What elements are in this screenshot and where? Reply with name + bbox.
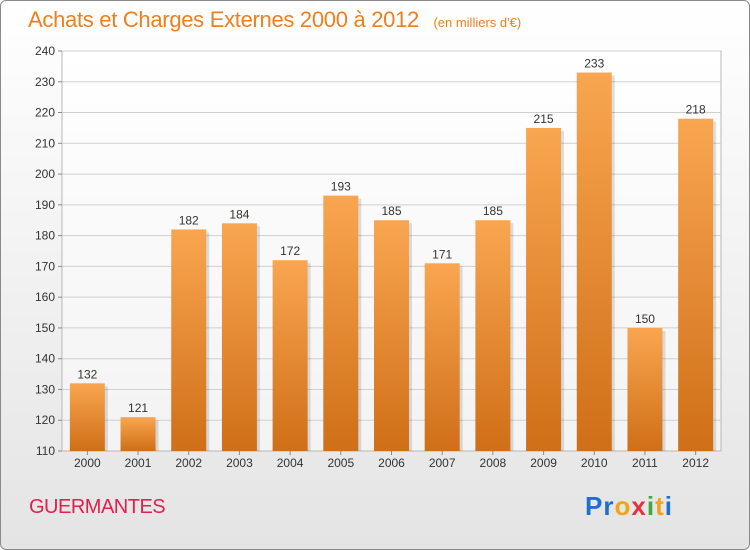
chart-unit: (en milliers d'€) bbox=[433, 15, 522, 30]
y-tick-label: 160 bbox=[35, 290, 55, 304]
y-tick-label: 170 bbox=[35, 259, 55, 273]
x-tick-label: 2003 bbox=[226, 456, 253, 470]
x-tick-label: 2010 bbox=[581, 456, 608, 470]
x-tick-label: 2001 bbox=[125, 456, 152, 470]
y-tick-label: 140 bbox=[35, 352, 55, 366]
bar-value-label: 184 bbox=[229, 207, 249, 221]
x-tick-label: 2004 bbox=[277, 456, 304, 470]
bar bbox=[627, 327, 663, 451]
logo-letter: i bbox=[664, 491, 673, 521]
y-tick-label: 120 bbox=[35, 413, 55, 427]
bar-value-label: 233 bbox=[584, 57, 604, 71]
x-tick-label: 2011 bbox=[632, 456, 658, 470]
y-tick-label: 210 bbox=[35, 136, 55, 150]
bar bbox=[272, 260, 308, 451]
y-tick-label: 240 bbox=[35, 44, 55, 58]
chart-title: Achats et Charges Externes 2000 à 2012 bbox=[28, 7, 419, 32]
y-tick-label: 220 bbox=[35, 106, 55, 120]
bar bbox=[69, 383, 105, 451]
logo-letter: t bbox=[655, 491, 665, 521]
x-tick-label: 2009 bbox=[530, 456, 557, 470]
logo-letter: o bbox=[614, 491, 632, 521]
x-tick-label: 2002 bbox=[175, 456, 202, 470]
proxiti-logo: Proxiti bbox=[585, 491, 673, 522]
bar-value-label: 132 bbox=[77, 367, 97, 381]
commune-name: GUERMANTES bbox=[29, 496, 166, 518]
bar-value-label: 172 bbox=[280, 244, 300, 258]
x-tick-label: 2006 bbox=[378, 456, 405, 470]
y-tick-label: 110 bbox=[36, 444, 55, 458]
y-tick-label: 190 bbox=[35, 198, 55, 212]
bar-value-label: 182 bbox=[179, 213, 199, 227]
bar bbox=[323, 195, 359, 451]
bar bbox=[475, 220, 511, 451]
x-tick-label: 2000 bbox=[74, 456, 101, 470]
bar bbox=[526, 127, 562, 451]
bar-value-label: 171 bbox=[432, 247, 452, 261]
bar-value-label: 150 bbox=[635, 312, 655, 326]
x-tick-label: 2008 bbox=[480, 456, 507, 470]
y-tick-label: 200 bbox=[35, 167, 55, 181]
logo-letter: r bbox=[603, 491, 615, 521]
bar bbox=[221, 223, 257, 451]
bar-value-label: 185 bbox=[483, 204, 503, 218]
bar-value-label: 215 bbox=[534, 112, 554, 126]
x-tick-label: 2005 bbox=[327, 456, 354, 470]
y-tick-label: 150 bbox=[35, 321, 55, 335]
bar bbox=[678, 118, 714, 451]
bar-value-label: 121 bbox=[128, 401, 148, 415]
bar bbox=[424, 263, 460, 451]
logo-letter: x bbox=[631, 491, 647, 521]
bar bbox=[576, 72, 612, 452]
bar bbox=[120, 417, 156, 451]
chart-header: Achats et Charges Externes 2000 à 2012 (… bbox=[28, 7, 521, 33]
logo-letter: P bbox=[585, 491, 604, 521]
bar-value-label: 218 bbox=[686, 103, 706, 117]
y-tick-label: 130 bbox=[35, 382, 55, 396]
bar bbox=[171, 229, 207, 451]
logo-letter: i bbox=[646, 491, 656, 521]
y-tick-label: 180 bbox=[35, 229, 55, 243]
bar-value-label: 185 bbox=[381, 204, 401, 218]
x-tick-label: 2012 bbox=[682, 456, 709, 470]
bar-value-label: 193 bbox=[331, 180, 351, 194]
y-tick-label: 230 bbox=[35, 75, 55, 89]
bar bbox=[374, 220, 409, 451]
x-tick-label: 2007 bbox=[429, 456, 456, 470]
